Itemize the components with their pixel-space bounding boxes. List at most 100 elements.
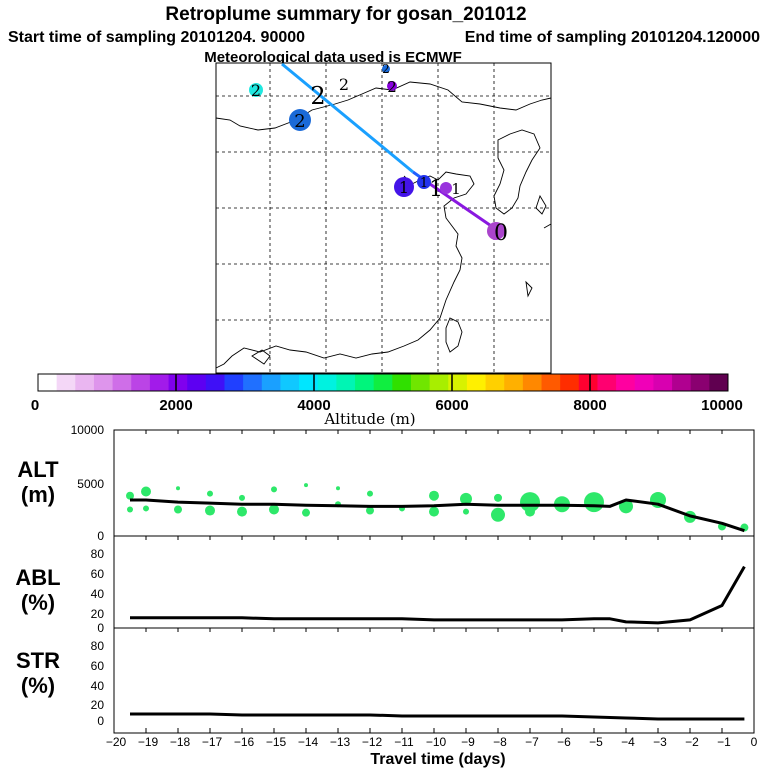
met-data-text: Meteorological data used is ECMWF bbox=[204, 49, 462, 66]
abl-ytick: 60 bbox=[91, 567, 105, 581]
alt-cluster-point bbox=[494, 493, 502, 502]
map-frame bbox=[215, 62, 552, 374]
alt-cluster-point bbox=[304, 483, 308, 488]
colorbar-cell bbox=[634, 374, 654, 391]
colorbar-cell bbox=[261, 374, 281, 391]
colorbar-tick: 6000 bbox=[435, 397, 468, 414]
str-panel-unit: (%) bbox=[21, 673, 55, 698]
colorbar-cell bbox=[93, 374, 113, 391]
xtick-label: −12 bbox=[362, 735, 383, 749]
map-panel: 2 2 2 2 2 2 1 1 1 1 0 bbox=[215, 62, 552, 374]
colorbar-tick: 8000 bbox=[573, 397, 606, 414]
colorbar-tick: 4000 bbox=[297, 397, 330, 414]
str-ytick: 20 bbox=[91, 698, 105, 712]
colorbar-cell bbox=[541, 374, 561, 391]
colorbar-cell bbox=[75, 374, 95, 391]
cluster-circle bbox=[440, 182, 452, 194]
alt-cluster-point bbox=[584, 492, 604, 513]
colorbar-cell bbox=[168, 374, 188, 391]
data-marks bbox=[126, 483, 749, 721]
colorbar-cell bbox=[485, 374, 505, 391]
colorbar-cells bbox=[38, 374, 729, 391]
xtick-label: −20 bbox=[106, 735, 127, 749]
colorbar-cell bbox=[317, 374, 337, 391]
cluster-label: 1 bbox=[429, 177, 443, 202]
colorbar-cell bbox=[560, 374, 580, 391]
colorbar-tick: 10000 bbox=[701, 397, 743, 414]
cluster-label: 0 bbox=[494, 221, 508, 246]
cluster-circle bbox=[387, 81, 397, 91]
tick-marks bbox=[113, 430, 755, 733]
xtick-label: −10 bbox=[426, 735, 447, 749]
abl-panel-unit: (%) bbox=[21, 590, 55, 615]
abl-ytick: 20 bbox=[91, 607, 105, 621]
xtick-label: −14 bbox=[298, 735, 319, 749]
timeseries-panels: ALT (m) ABL (%) STR (%) 10000 5000 0 80 … bbox=[15, 423, 757, 768]
colorbar-cell bbox=[373, 374, 393, 391]
str-series-line bbox=[130, 712, 745, 721]
xtick-label: −17 bbox=[202, 735, 223, 749]
abl-ytick: 80 bbox=[91, 547, 105, 561]
alt-cluster-point bbox=[141, 486, 151, 497]
alt-cluster-point bbox=[463, 508, 469, 515]
xtick-label: −19 bbox=[138, 735, 159, 749]
str-ytick: 80 bbox=[91, 639, 105, 653]
xtick-label: −9 bbox=[461, 735, 475, 749]
alt-cluster-point bbox=[205, 505, 215, 516]
alt-cluster-point bbox=[429, 490, 439, 501]
str-ytick: 40 bbox=[91, 679, 105, 693]
cluster-circle bbox=[487, 222, 505, 240]
alt-cluster-point bbox=[367, 490, 373, 497]
cluster-circle bbox=[417, 175, 431, 189]
cluster-label: 2 bbox=[382, 62, 390, 76]
end-time-text: End time of sampling 20101204.120000 bbox=[465, 29, 760, 46]
abl-panel-label: ABL bbox=[15, 565, 60, 590]
alt-cluster-point bbox=[143, 505, 149, 512]
colorbar-cell bbox=[410, 374, 431, 391]
alt-cluster-point bbox=[207, 490, 213, 497]
xtick-label: −15 bbox=[266, 735, 287, 749]
colorbar-cell bbox=[299, 374, 319, 391]
xtick-label: −3 bbox=[653, 735, 667, 749]
colorbar-cell bbox=[243, 374, 263, 391]
colorbar-cell bbox=[522, 374, 542, 391]
cluster-circle bbox=[394, 177, 414, 197]
cluster-label: 2 bbox=[294, 111, 305, 132]
alt-ytick: 0 bbox=[97, 529, 104, 543]
colorbar-cell bbox=[131, 374, 151, 391]
alt-cluster-point bbox=[269, 504, 279, 515]
xtick-label: −4 bbox=[621, 735, 635, 749]
colorbar-cell bbox=[616, 374, 636, 391]
colorbar: 0 2000 4000 6000 8000 10000 Altitude (m) bbox=[31, 373, 743, 428]
colorbar-cell bbox=[709, 374, 729, 391]
cluster-label: 1 bbox=[420, 176, 428, 191]
alt-cluster-point bbox=[336, 486, 340, 491]
colorbar-cell bbox=[448, 374, 468, 391]
trajectory-segment bbox=[281, 62, 414, 174]
colorbar-label: Altitude (m) bbox=[323, 410, 415, 428]
alt-panel-label: ALT bbox=[17, 457, 59, 482]
str-ytick: 0 bbox=[97, 714, 104, 728]
colorbar-cell bbox=[56, 374, 76, 391]
alt-cluster-point bbox=[176, 486, 180, 491]
xtick-label: −6 bbox=[557, 735, 571, 749]
alt-cluster-point bbox=[126, 491, 134, 500]
alt-cluster-point bbox=[239, 494, 245, 501]
alt-cluster-point bbox=[127, 506, 133, 513]
colorbar-cell bbox=[597, 374, 617, 391]
colorbar-tick: 0 bbox=[31, 397, 39, 414]
colorbar-frame bbox=[37, 373, 729, 392]
chart-title: Retroplume summary for gosan_201012 bbox=[165, 4, 526, 25]
colorbar-cell bbox=[38, 374, 58, 391]
cluster-label: 1 bbox=[451, 180, 461, 198]
colorbar-cell bbox=[149, 374, 169, 391]
panels-frame bbox=[113, 429, 755, 734]
colorbar-cell bbox=[429, 374, 449, 391]
alt-cluster-point bbox=[271, 486, 277, 493]
x-axis-label: Travel time (days) bbox=[370, 751, 505, 768]
colorbar-cell bbox=[392, 374, 412, 391]
abl-ytick: 0 bbox=[97, 621, 104, 635]
cluster-circle bbox=[289, 109, 311, 131]
